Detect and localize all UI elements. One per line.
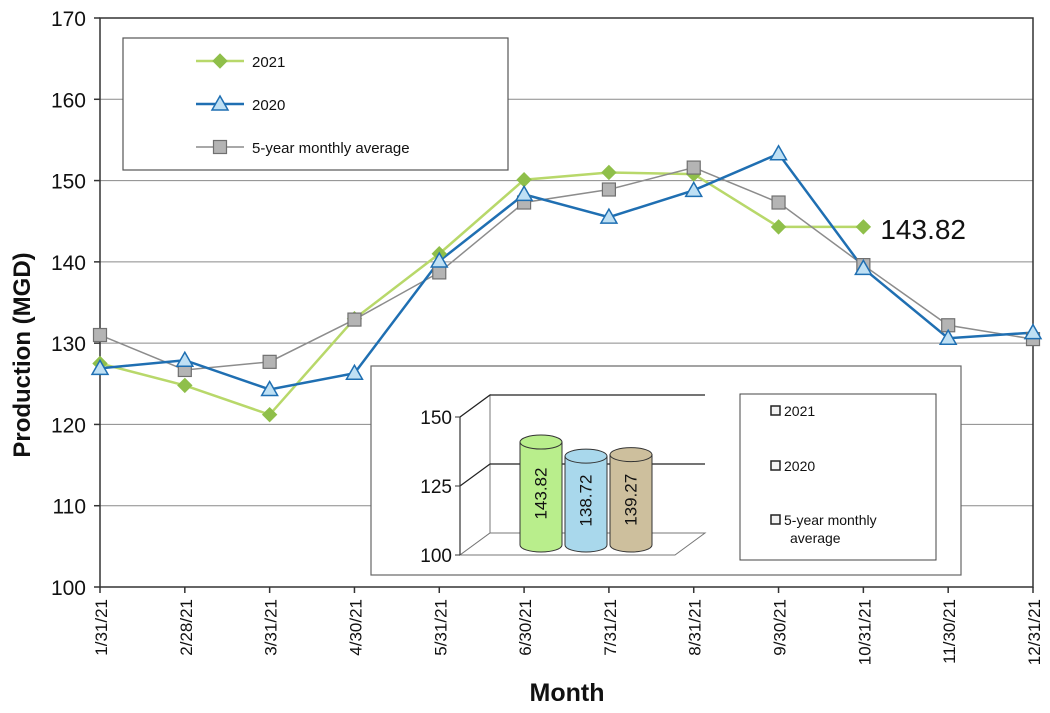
data-point bbox=[769, 144, 788, 161]
data-point bbox=[177, 377, 193, 394]
legend-marker bbox=[210, 94, 230, 111]
data-point bbox=[601, 182, 617, 197]
inset-gridline bbox=[459, 394, 705, 418]
data-point bbox=[429, 251, 449, 268]
data-point bbox=[686, 160, 701, 175]
x-tick-label: 8/31/21 bbox=[686, 599, 705, 656]
data-point bbox=[770, 219, 787, 235]
inset-legend-swatch bbox=[770, 460, 781, 471]
data-point bbox=[260, 379, 279, 397]
data-point bbox=[262, 354, 277, 369]
series-s2020 bbox=[99, 152, 1034, 391]
x-tick-label: 9/30/21 bbox=[771, 599, 790, 656]
inset-legend-swatch bbox=[770, 514, 781, 525]
inset-legend: 2021 2020 5-year monthly average bbox=[739, 393, 937, 561]
inset-bar: 138.72 bbox=[564, 448, 608, 553]
data-point bbox=[684, 180, 704, 198]
legend-label: 2020 bbox=[252, 97, 285, 114]
data-point bbox=[938, 328, 958, 346]
x-tick-label: 1/31/21 bbox=[92, 599, 111, 656]
x-tick-label: 6/30/21 bbox=[516, 599, 535, 656]
inset-legend-swatch bbox=[770, 405, 781, 416]
inset-bar: 139.27 bbox=[609, 447, 653, 553]
plot-frame bbox=[99, 17, 1034, 588]
series-line bbox=[99, 152, 1034, 391]
data-point bbox=[345, 363, 364, 380]
inset-bar-label: 139.27 bbox=[622, 474, 641, 526]
series-avg bbox=[99, 166, 1034, 371]
y-tick-label: 120 bbox=[51, 414, 86, 437]
data-point bbox=[261, 406, 278, 423]
legend-label: 5-year monthly average bbox=[252, 140, 410, 157]
legend-marker bbox=[212, 53, 228, 69]
y-tick-label: 160 bbox=[51, 89, 86, 112]
x-tick-label: 3/31/21 bbox=[262, 599, 281, 656]
data-point bbox=[855, 219, 872, 235]
inset-bar: 143.82 bbox=[519, 434, 563, 553]
data-point bbox=[601, 164, 617, 181]
inset-legend-label: 5-year monthly average bbox=[784, 512, 877, 546]
cylinder-body bbox=[609, 454, 653, 553]
x-tick-label: 5/31/21 bbox=[431, 599, 450, 656]
data-point bbox=[1023, 323, 1043, 340]
series-s2021 bbox=[99, 171, 864, 417]
legend-marker bbox=[212, 139, 228, 155]
data-point bbox=[347, 312, 362, 327]
inset-y-tick-label: 125 bbox=[420, 477, 452, 498]
y-tick-label: 170 bbox=[51, 8, 86, 31]
inset-legend-label: 2021 bbox=[784, 403, 815, 419]
x-tick-label: 7/31/21 bbox=[601, 599, 620, 656]
cylinder-top bbox=[564, 448, 608, 464]
y-tick-label: 100 bbox=[51, 577, 86, 600]
inset-y-tick-label: 100 bbox=[420, 546, 452, 567]
legend-label: 2021 bbox=[252, 54, 285, 71]
annotation-label: 143.82 bbox=[880, 214, 966, 245]
x-tick-label: 10/31/21 bbox=[855, 599, 874, 665]
data-point bbox=[92, 327, 108, 343]
cylinder-body bbox=[564, 455, 608, 553]
series-line bbox=[99, 166, 1034, 371]
y-tick-label: 130 bbox=[51, 333, 86, 356]
x-tick-label: 4/30/21 bbox=[346, 599, 365, 656]
data-point bbox=[854, 258, 873, 276]
inset-chart: 100 125 150 143.82 138.72 139.27 2021 2020 5-yea… bbox=[370, 365, 962, 576]
data-point bbox=[175, 350, 195, 367]
y-tick-label: 150 bbox=[51, 171, 86, 194]
data-point bbox=[514, 184, 534, 202]
markers-s2020 bbox=[90, 144, 1043, 397]
legend-box bbox=[122, 37, 509, 171]
y-axis-title: Production (MGD) bbox=[9, 252, 36, 457]
x-tick-label: 2/28/21 bbox=[177, 599, 196, 656]
x-axis-title: Month bbox=[530, 679, 605, 707]
markers-avg bbox=[92, 160, 1041, 378]
y-tick-label: 110 bbox=[53, 496, 86, 519]
data-point bbox=[599, 207, 619, 224]
legend: 2021 2020 5-year monthly average bbox=[122, 37, 509, 171]
inset-bar-label: 138.72 bbox=[577, 475, 596, 527]
x-tick-label: 12/31/21 bbox=[1025, 599, 1044, 665]
cylinder-top bbox=[609, 447, 653, 463]
cylinder-body bbox=[519, 441, 563, 553]
inset-bar-label: 143.82 bbox=[532, 468, 551, 520]
data-point bbox=[432, 265, 447, 280]
cylinder-top bbox=[519, 434, 563, 450]
inset-y-tick-label: 150 bbox=[420, 408, 452, 429]
x-tick-label: 11/30/21 bbox=[940, 599, 959, 664]
inset-legend-box bbox=[739, 393, 937, 561]
data-point bbox=[771, 195, 786, 210]
y-tick-label: 140 bbox=[51, 252, 86, 275]
data-point bbox=[90, 358, 110, 376]
series-line bbox=[99, 171, 864, 417]
inset-legend-label: 2020 bbox=[784, 458, 815, 474]
